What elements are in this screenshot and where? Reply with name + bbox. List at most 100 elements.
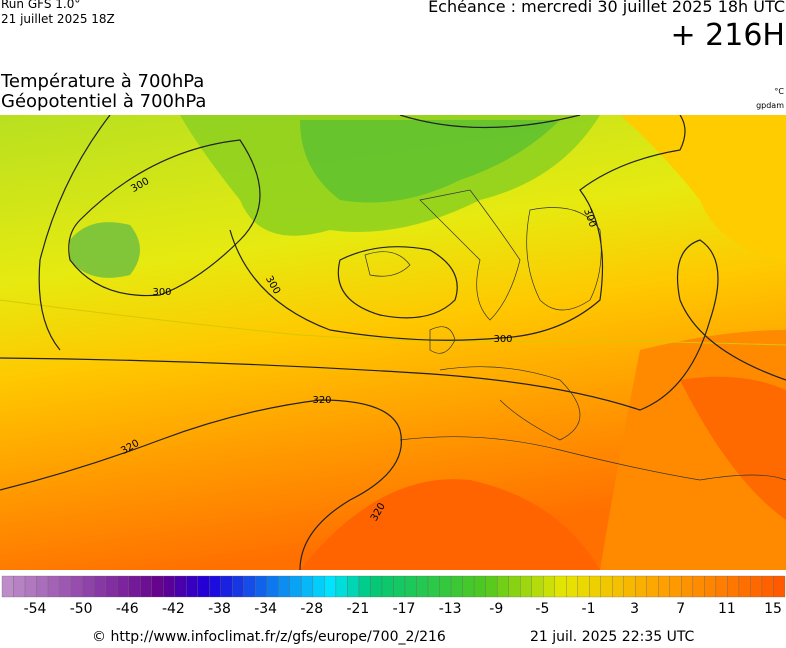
color-swatch [589,575,601,598]
color-swatch [278,575,291,598]
lead-time: + 216H [670,18,786,53]
color-swatch [255,575,267,598]
colorbar-label: 3 [630,601,639,617]
color-swatch [646,575,659,598]
color-swatch [358,575,371,598]
color-swatch [197,575,210,598]
generated: 21 juil. 2025 22:35 UTC [530,629,695,645]
contour-label: 300 [493,334,512,345]
color-swatch [163,575,175,598]
color-swatch [554,575,567,598]
run-date: 21 juillet 2025 18Z [1,12,115,26]
color-swatch [416,575,429,598]
color-swatch [635,575,647,598]
color-swatch [692,575,705,598]
color-swatch [462,575,475,598]
color-swatch [116,575,129,598]
color-swatch [496,575,509,598]
color-swatch [681,575,694,598]
color-swatch [404,575,417,598]
color-swatch [266,575,279,598]
field [0,115,786,570]
color-swatch [669,575,682,598]
colorbar-label: -42 [162,601,185,617]
color-swatch [381,575,394,598]
colorbar-label: -46 [116,601,139,617]
color-swatch [715,575,728,598]
color-swatch [36,575,49,598]
colorbar-label: -50 [70,601,93,617]
contour-label: 300 [152,287,171,298]
colorbar-label: 7 [676,601,685,617]
color-swatch [289,575,302,598]
color-swatch [577,575,590,598]
color-swatch [393,575,406,598]
color-swatch [531,575,544,598]
unit: °C [774,87,784,96]
colorbar-label: -54 [24,601,47,617]
color-swatch [473,575,486,598]
colorbar-label: -28 [300,601,323,617]
contour-label: 320 [312,395,331,406]
color-swatch [738,575,751,598]
color-swatch [301,575,314,598]
color-swatch [24,575,37,598]
color-swatch [773,575,786,598]
color-swatch [140,575,152,598]
color-swatch [543,575,555,598]
source: © http://www.infoclimat.fr/z/gfs/europe/… [92,629,446,645]
color-swatch [70,575,83,598]
colorbar-label: -17 [393,601,416,617]
colorbar-label: -34 [254,601,277,617]
color-swatch [312,575,325,598]
colorbar-label: 15 [764,601,782,617]
colorbar-label: 11 [718,601,736,617]
color-swatch [59,575,72,598]
valid-time: Echéance : mercredi 30 juillet 2025 18h … [428,0,785,16]
color-swatch [93,575,106,598]
color-swatch [600,575,613,598]
color-swatch [243,575,256,598]
color-swatch [105,575,118,598]
color-swatch [704,575,717,598]
color-swatch [324,575,337,598]
color-swatch [450,575,463,598]
color-swatch [761,575,774,598]
color-swatch [508,575,521,598]
color-swatch [612,575,624,598]
color-swatch [623,575,636,598]
unit: gpdam [756,101,784,110]
color-swatch [47,575,60,598]
color-swatch [128,575,141,598]
color-swatch [209,575,221,598]
title: Température à 700hPa [1,71,205,92]
color-swatch [1,575,14,598]
colorbar-label: -38 [208,601,231,617]
colorbar-label: -21 [346,601,369,617]
color-swatch [485,575,498,598]
colorbar-label: -9 [489,601,503,617]
color-swatch [347,575,360,598]
colorbar-label: -13 [439,601,462,617]
color-swatch [174,575,187,598]
color-swatch [186,575,198,598]
color-swatch [658,575,671,598]
run: Run GFS 1.0° [1,0,81,11]
colorbar-label: -1 [582,601,596,617]
title: Géopotentiel à 700hPa [1,91,207,112]
color-swatch [566,575,578,598]
color-swatch [727,575,740,598]
color-swatch [82,575,95,598]
color-swatch [750,575,763,598]
color-swatch [439,575,452,598]
color-swatch [427,575,440,598]
color-swatch [13,575,26,598]
color-swatch [232,575,244,598]
color-swatch [220,575,233,598]
color-swatch [151,575,164,598]
color-swatch [520,575,532,598]
color-swatch [370,575,383,598]
color-swatch [335,575,348,598]
